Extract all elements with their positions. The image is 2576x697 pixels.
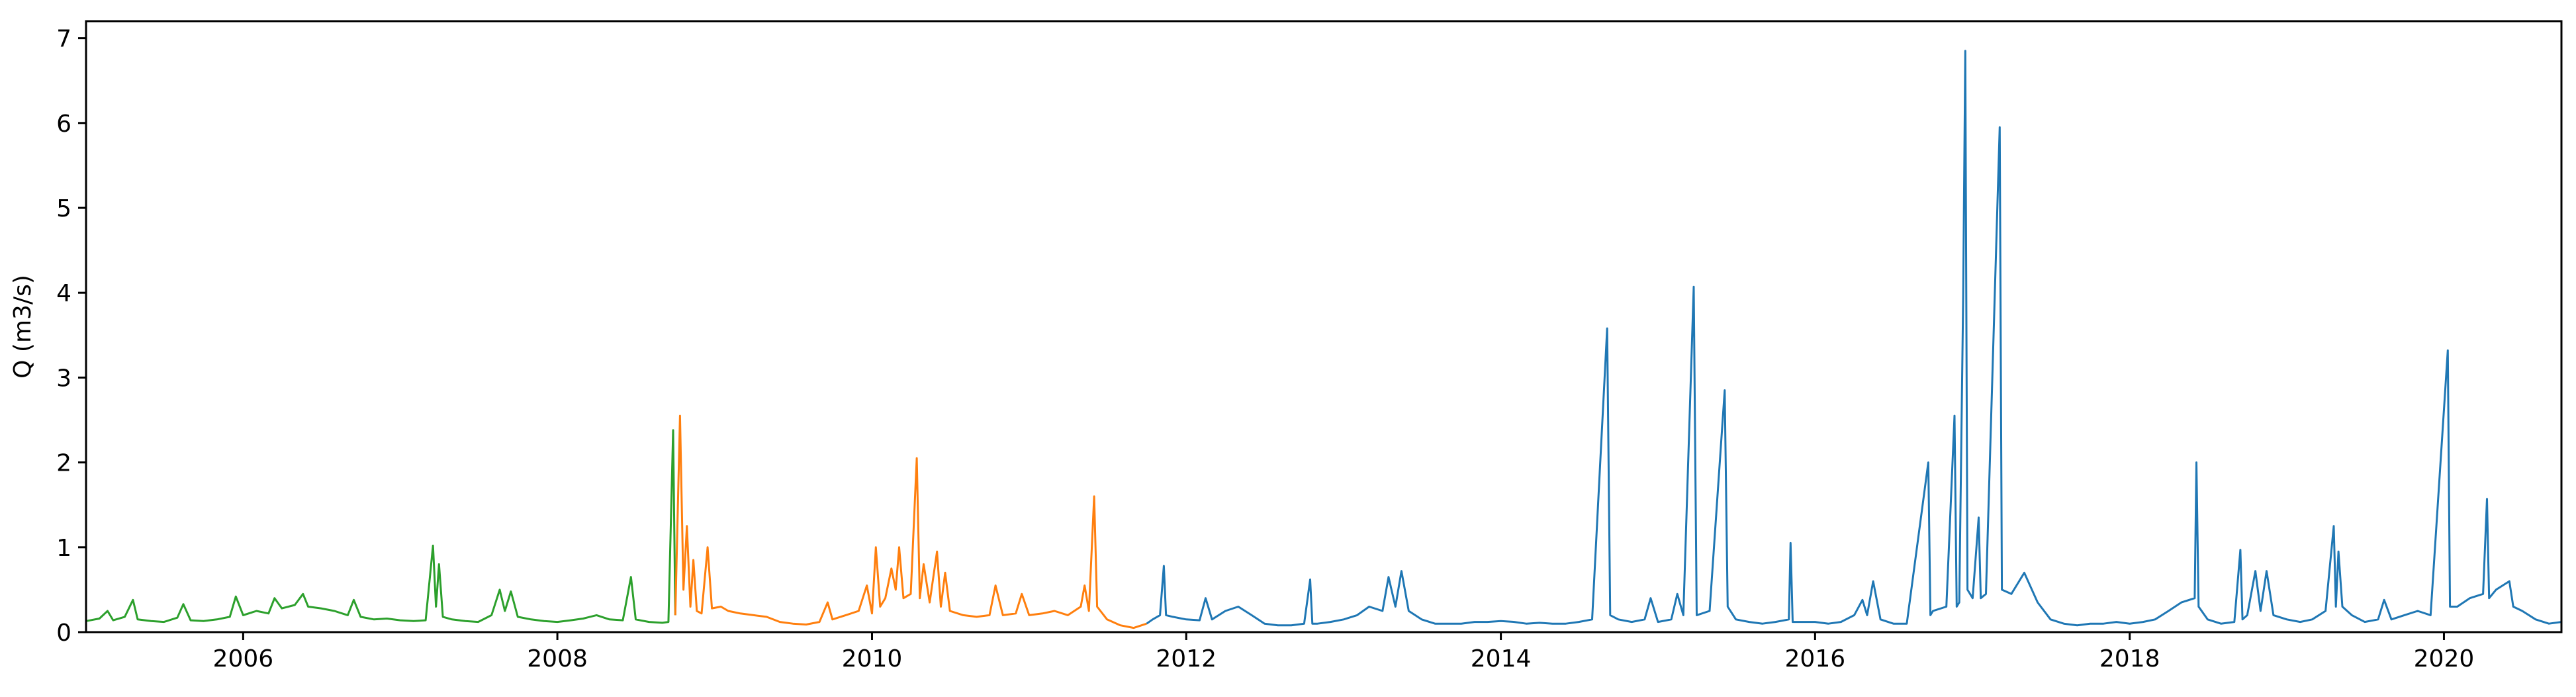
y-tick-label: 6 [56, 111, 71, 138]
y-tick-label: 4 [56, 280, 71, 307]
series-line-1 [85, 429, 676, 624]
x-tick-label: 2010 [842, 645, 903, 673]
series-layer [85, 50, 2562, 629]
x-axis-ticks: 2006 2008 2010 2012 2014 2016 2018 2020 [213, 632, 2475, 673]
series-line-2 [674, 414, 1147, 629]
y-tick-label: 0 [56, 620, 71, 647]
y-tick-label: 3 [56, 365, 71, 392]
x-tick-label: 2012 [1156, 645, 1217, 673]
x-tick-label: 2014 [1471, 645, 1532, 673]
y-tick-label: 7 [56, 26, 71, 53]
y-tick-label: 1 [56, 535, 71, 562]
series-line-3 [1146, 50, 2562, 627]
x-tick-label: 2006 [213, 645, 274, 673]
x-tick-label: 2016 [1785, 645, 1846, 673]
y-tick-label: 5 [56, 195, 71, 222]
y-axis-ticks: 0 1 2 3 4 5 6 7 [56, 26, 86, 647]
y-tick-label: 2 [56, 450, 71, 477]
x-tick-label: 2020 [2414, 645, 2475, 673]
x-tick-label: 2008 [527, 645, 588, 673]
x-tick-label: 2018 [2099, 645, 2160, 673]
y-axis-label: Q (m3/s) [9, 275, 36, 379]
plot-frame [85, 20, 2563, 633]
